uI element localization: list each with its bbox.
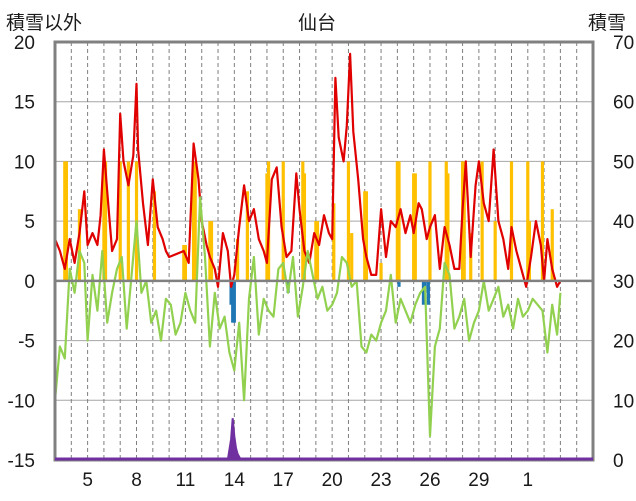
x-tick-label: 17: [273, 470, 294, 491]
x-tick-label: 8: [131, 470, 142, 491]
grid: [55, 42, 593, 460]
bar-mark: [550, 209, 554, 281]
bar-mark: [527, 221, 532, 281]
x-tick-label: 20: [322, 470, 343, 491]
bar-mark: [63, 161, 67, 281]
right-axis-ticks: 70 60 50 40 30 20 10 0: [613, 33, 634, 472]
x-tick-label: 23: [370, 470, 391, 491]
bar-mark: [426, 280, 430, 305]
x-tick-label: 1: [522, 470, 533, 491]
snow-area: [55, 418, 561, 461]
bar-mark: [118, 161, 122, 281]
bar-mark: [182, 245, 186, 281]
y-left-tick-label: -10: [8, 391, 35, 412]
y-right-tick-label: 40: [613, 212, 634, 233]
plot-frame: [53, 40, 595, 462]
line-series: [53, 196, 562, 438]
bar-mark: [209, 221, 214, 281]
bar-mark: [314, 221, 318, 281]
bar-mark: [64, 161, 69, 281]
right-axis-label: 積雪: [588, 12, 627, 34]
x-tick-label: 11: [176, 470, 196, 491]
y-right-tick-label: 20: [613, 332, 634, 353]
bar-mark: [231, 280, 235, 323]
y-left-tick-label: 0: [24, 272, 35, 293]
y-right-tick-label: 10: [613, 391, 634, 412]
y-left-tick-label: 15: [14, 93, 35, 114]
bar-mark: [446, 173, 450, 281]
y-right-tick-label: 30: [613, 272, 634, 293]
bar-mark: [332, 203, 336, 281]
bar-mark: [540, 161, 545, 281]
bar-mark: [397, 280, 401, 287]
x-tick-label: 29: [468, 470, 489, 491]
left-axis-label: 積雪以外: [6, 12, 83, 34]
bar-mark: [265, 173, 269, 281]
bar-mark: [526, 161, 530, 281]
x-axis-ticks: 5 8 11 14 17 20 23 26 29 1: [82, 470, 533, 491]
bar-mark: [444, 161, 448, 281]
y-left-tick-label: 5: [24, 212, 35, 233]
bar-mark: [397, 161, 401, 281]
bar-mark: [183, 245, 188, 281]
y-right-tick-label: 70: [613, 33, 634, 54]
bar-mark: [229, 280, 233, 305]
chart-title: 仙台: [298, 12, 337, 34]
bar-mark: [191, 161, 196, 281]
y-right-tick-label: 60: [613, 93, 634, 114]
y-left-tick-label: -15: [8, 451, 35, 472]
y-right-tick-label: 0: [613, 451, 624, 472]
bar-mark: [480, 161, 484, 281]
x-tick-label: 26: [419, 470, 440, 491]
bar-mark: [126, 161, 130, 281]
bar-mark: [77, 209, 82, 281]
area-series: [55, 418, 561, 461]
x-tick-label: 14: [224, 470, 246, 491]
y-right-tick-label: 50: [613, 152, 634, 173]
bar-mark: [346, 161, 351, 281]
temperature-lines: [53, 52, 562, 438]
bar-mark: [421, 280, 426, 305]
line-series: [53, 52, 562, 288]
bar-mark: [462, 161, 466, 281]
bar-mark: [364, 191, 368, 281]
y-left-tick-label: 20: [14, 33, 35, 54]
bar-mark: [302, 173, 307, 281]
bar-mark: [493, 221, 497, 281]
left-axis-ticks: 20 15 10 5 0 -5 -10 -15: [8, 33, 35, 472]
bar-mark: [509, 161, 514, 281]
y-left-tick-label: -5: [18, 332, 35, 353]
bar-mark: [235, 239, 240, 281]
bar-mark: [208, 221, 212, 281]
bar-mark: [281, 161, 285, 281]
bar-mark: [152, 191, 157, 281]
bar-mark: [428, 161, 432, 281]
bar-mark: [232, 280, 236, 323]
y-left-tick-label: 10: [14, 152, 35, 173]
bar-mark: [350, 233, 354, 281]
bar-mark: [245, 191, 249, 281]
bar-mark: [103, 161, 108, 281]
bar-mark: [193, 161, 197, 281]
x-tick-label: 5: [82, 470, 93, 491]
bar-mark: [315, 221, 320, 281]
bar-mark: [379, 262, 383, 281]
bar-mark: [363, 191, 367, 281]
bar-mark: [102, 161, 106, 281]
bar-mark: [301, 161, 305, 281]
